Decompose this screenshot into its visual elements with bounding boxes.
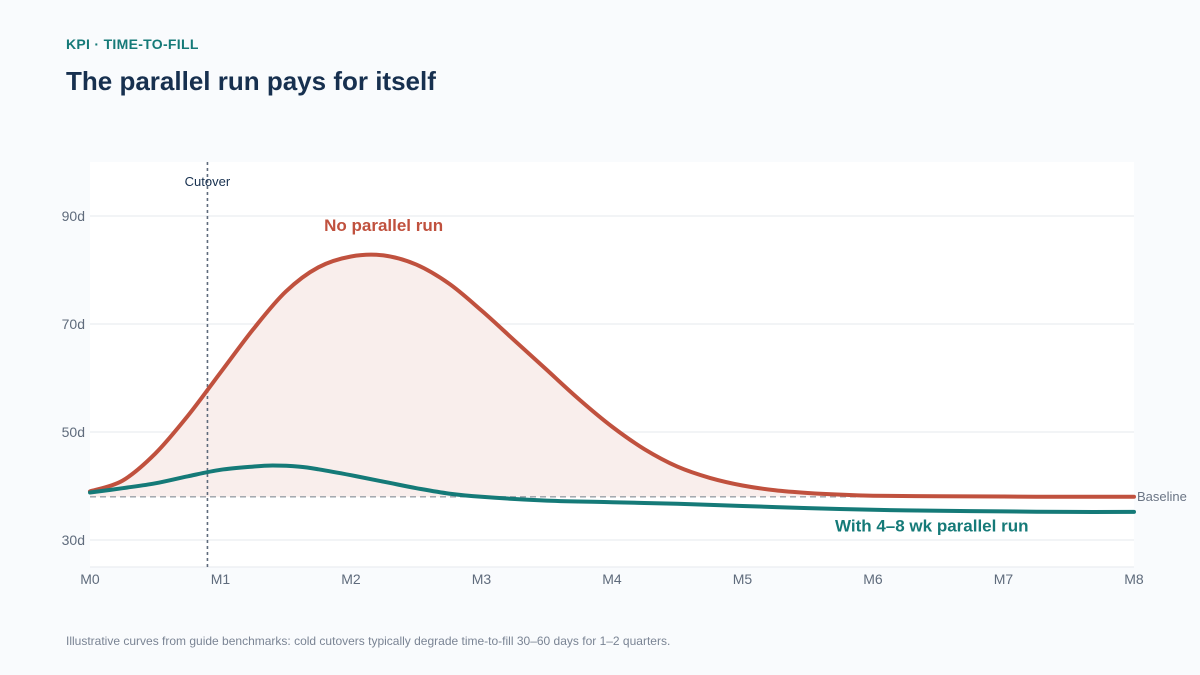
x-tick-label: M5 — [733, 571, 753, 587]
time-to-fill-chart: Baseline Cutover No parallel run With 4–… — [62, 162, 1187, 587]
x-tick-label: M3 — [472, 571, 492, 587]
chart-kicker: KPI · TIME-TO-FILL — [66, 36, 199, 52]
gap-area-fill — [90, 254, 1134, 497]
chart-title: The parallel run pays for itself — [66, 66, 436, 96]
y-tick-label: 50d — [62, 424, 85, 440]
series-label-with-parallel-run: With 4–8 wk parallel run — [835, 517, 1029, 536]
series-line-no-parallel-run — [88, 252, 1136, 499]
cutover-label: Cutover — [185, 174, 231, 189]
x-tick-label: M1 — [211, 571, 231, 587]
series-line-with-parallel-run — [88, 463, 1136, 514]
x-tick-label: M4 — [602, 571, 622, 587]
baseline-label: Baseline — [1137, 489, 1187, 504]
x-tick-label: M6 — [863, 571, 883, 587]
x-tick-label: M2 — [341, 571, 361, 587]
chart-footnote: Illustrative curves from guide benchmark… — [66, 634, 671, 648]
x-tick-label: M7 — [994, 571, 1014, 587]
x-tick-label: M8 — [1124, 571, 1144, 587]
series-label-no-parallel-run: No parallel run — [324, 216, 443, 235]
y-tick-label: 70d — [62, 316, 85, 332]
y-tick-label: 30d — [62, 532, 85, 548]
x-axis-ticks: M0 M1 M2 M3 M4 M5 M6 M7 M8 — [80, 571, 1144, 587]
y-tick-label: 90d — [62, 208, 85, 224]
x-tick-label: M0 — [80, 571, 100, 587]
y-axis-ticks: 30d 50d 70d 90d — [62, 208, 85, 548]
